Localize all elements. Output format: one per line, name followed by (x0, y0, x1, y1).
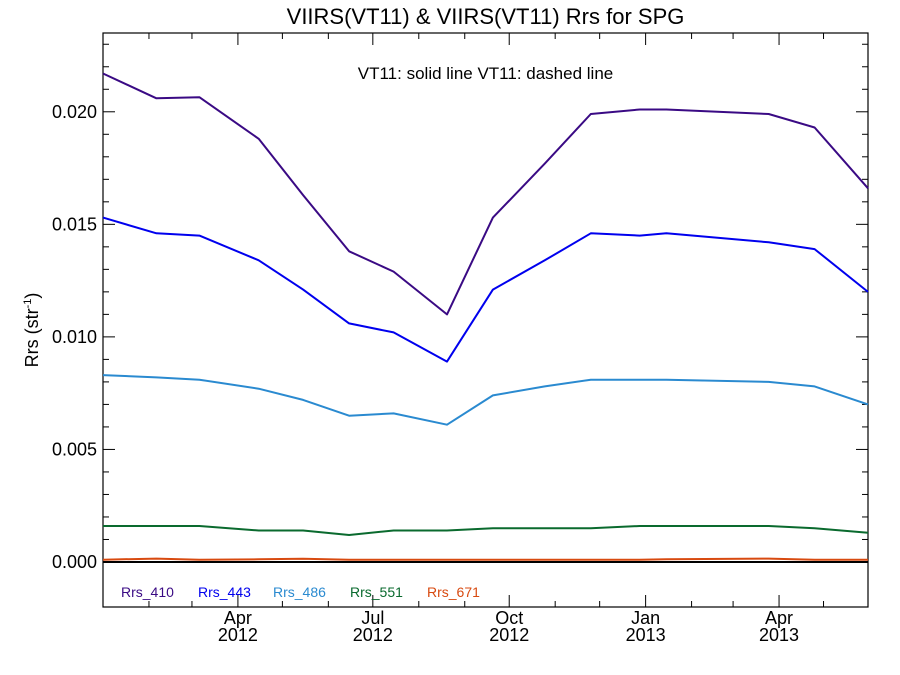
legend-item-rrs_443: Rrs_443 (198, 584, 251, 600)
y-tick-label: 0.010 (52, 327, 97, 347)
legend-item-rrs_671: Rrs_671 (427, 584, 480, 600)
x-tick-label-year: 2012 (353, 625, 393, 645)
x-tick-label-month: Jul (361, 608, 384, 628)
legend-item-rrs_410: Rrs_410 (121, 584, 174, 600)
plot-frame (102, 32, 869, 608)
series-line-rrs_551 (103, 525, 869, 536)
series-line-rrs_410 (102, 72, 869, 316)
x-tick-label-year: 2012 (489, 625, 529, 645)
x-tick-label-year: 2013 (626, 625, 666, 645)
chart-title: VIIRS(VT11) & VIIRS(VT11) Rrs for SPG (287, 4, 685, 29)
x-tick-label-year: 2012 (218, 625, 258, 645)
y-axis-label: Rrs (str-1) (22, 293, 42, 368)
y-tick-label: 0.000 (52, 552, 97, 572)
series-line-rrs_671 (102, 557, 868, 561)
y-axis: 0.000 0.005 0.010 0.015 0.020 (52, 43, 868, 572)
legend-item-rrs_551: Rrs_551 (350, 584, 403, 600)
line-style-annotation: VT11: solid line VT11: dashed line (358, 64, 613, 83)
x-tick-label-month: Jan (631, 608, 660, 628)
series-lines (102, 72, 869, 561)
y-tick-label: 0.020 (52, 102, 97, 122)
x-tick-label-month: Apr (765, 608, 793, 628)
series-line-rrs_443 (102, 216, 869, 363)
x-tick-label-month: Oct (495, 608, 523, 628)
legend-item-rrs_486: Rrs_486 (273, 584, 326, 600)
plot-border (102, 32, 869, 608)
y-tick-label: 0.015 (52, 214, 97, 234)
series-line-rrs_486 (102, 374, 869, 426)
legend: Rrs_410 Rrs_443 Rrs_486 Rrs_551 Rrs_671 (121, 584, 480, 600)
y-tick-label: 0.005 (52, 439, 97, 459)
x-tick-label-year: 2013 (759, 625, 799, 645)
x-tick-label-month: Apr (224, 608, 252, 628)
